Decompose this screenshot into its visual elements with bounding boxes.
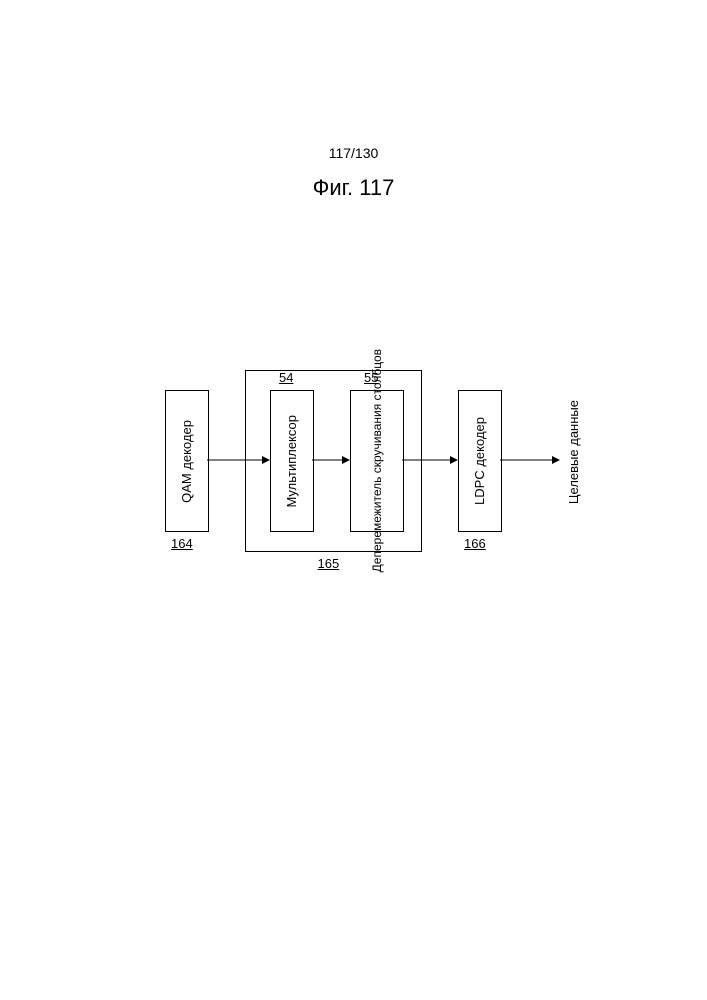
block-diagram: 165QAM декодер164Мультиплексор54Депереме… <box>0 350 707 610</box>
page: 117/130 Фиг. 117 165QAM декодер164Мульти… <box>0 0 707 1000</box>
arrows <box>0 350 707 610</box>
output-label: Целевые данные <box>566 400 581 504</box>
page-number: 117/130 <box>0 145 707 161</box>
figure-title: Фиг. 117 <box>0 175 707 201</box>
